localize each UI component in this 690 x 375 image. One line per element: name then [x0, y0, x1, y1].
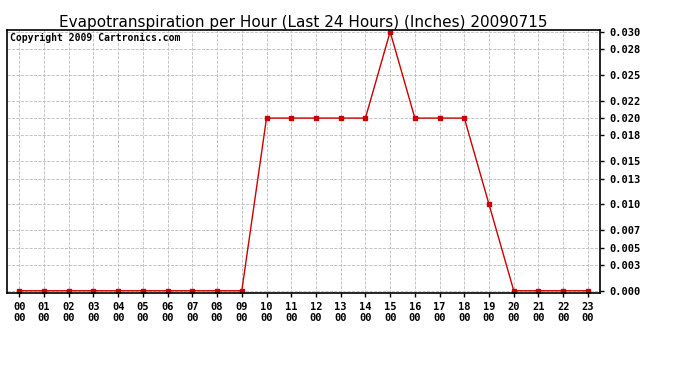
Text: Copyright 2009 Cartronics.com: Copyright 2009 Cartronics.com [10, 33, 180, 43]
Text: Evapotranspiration per Hour (Last 24 Hours) (Inches) 20090715: Evapotranspiration per Hour (Last 24 Hou… [59, 15, 548, 30]
